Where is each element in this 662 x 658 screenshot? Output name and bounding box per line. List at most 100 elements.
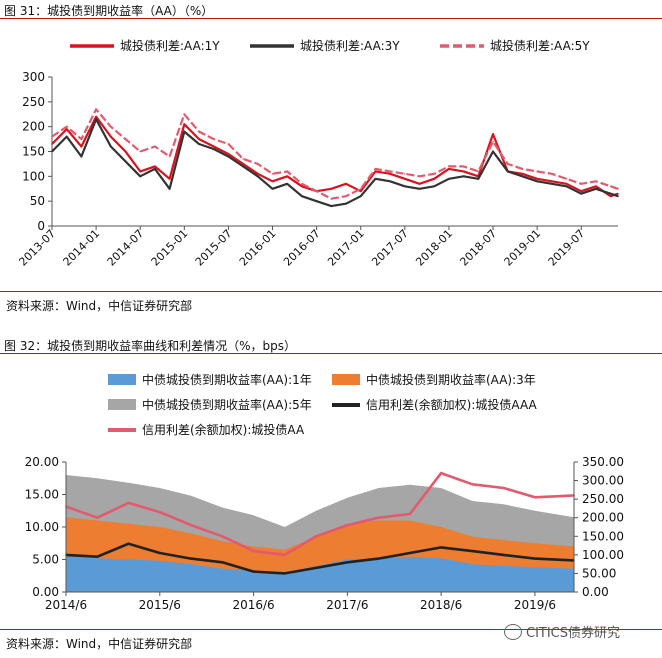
data-point-3 [617, 187, 619, 190]
legend-label-2: 城投债利差:AA:3Y [300, 38, 400, 53]
y-tick-label-right: 200.00 [582, 511, 624, 525]
data-point-3 [448, 165, 450, 168]
data-point-3 [374, 168, 377, 170]
data-point-3 [227, 143, 230, 145]
data-point-2 [301, 195, 303, 197]
data-point-1 [433, 178, 436, 180]
y-tick-label: 150 [22, 145, 45, 159]
data-point-2 [433, 185, 436, 188]
data-point-1 [409, 552, 411, 554]
y-tick-label: 200 [22, 120, 45, 134]
data-point-2 [565, 185, 568, 188]
x-tick-label: 2016/6 [232, 598, 274, 612]
data-point-2 [502, 487, 505, 489]
data-point-3 [168, 155, 171, 158]
data-point-3 [65, 125, 68, 128]
data-point-2 [374, 178, 377, 180]
data-point-1 [51, 143, 53, 145]
data-point-2 [377, 516, 380, 519]
data-point-3 [404, 173, 406, 175]
legend-label-2: 中债城投债到期收益率(AA):3年 [366, 372, 536, 387]
figure2-title: 图 32：城投债到期收益率曲线和利差情况（%，bps） [4, 339, 296, 353]
data-point-3 [110, 125, 112, 128]
y-tick-label-right: 50.00 [582, 566, 616, 580]
data-point-2 [477, 178, 480, 180]
data-point-2 [462, 175, 465, 178]
data-point-2 [154, 168, 156, 170]
data-point-1 [374, 170, 377, 173]
data-point-2 [448, 178, 450, 180]
data-point-2 [617, 195, 619, 197]
data-point-1 [284, 572, 286, 575]
data-point-1 [95, 115, 97, 118]
data-point-1 [609, 195, 612, 197]
y-tick-label-left: 10.00 [25, 520, 59, 534]
data-point-3 [242, 158, 244, 160]
x-tick-label: 2014-01 [61, 227, 103, 269]
y-tick-label-right: 0.00 [582, 585, 609, 599]
data-point-3 [198, 130, 200, 133]
figure1-title-rule [0, 18, 662, 19]
data-point-2 [168, 187, 171, 190]
data-point-2 [80, 155, 83, 158]
data-point-2 [183, 130, 186, 133]
data-point-1 [127, 542, 130, 545]
data-point-1 [257, 173, 259, 175]
wechat-icon [504, 624, 522, 640]
data-point-2 [51, 150, 53, 153]
data-point-2 [257, 175, 259, 178]
data-point-1 [252, 570, 255, 573]
series-line-2 [51, 118, 619, 208]
data-point-1 [521, 173, 524, 175]
data-point-1 [286, 175, 289, 178]
data-point-3 [536, 170, 538, 173]
data-point-3 [139, 150, 142, 153]
y-tick-label: 0 [37, 219, 45, 233]
data-point-3 [506, 163, 509, 165]
data-point-1 [492, 133, 494, 135]
data-point-2 [139, 175, 142, 178]
data-point-2 [127, 502, 130, 504]
series-line-1 [51, 115, 619, 198]
figure2-source: 资料来源：Wind，中信证券研究部 [6, 637, 193, 651]
data-point-2 [330, 205, 333, 207]
x-tick-label: 2017-01 [325, 227, 367, 269]
data-point-3 [315, 190, 318, 193]
data-point-1 [198, 138, 200, 140]
data-point-2 [284, 554, 286, 556]
figure1-title: 图 31：城投债到期收益率（AA）（%） [4, 4, 214, 18]
data-point-2 [212, 148, 215, 150]
data-point-2 [227, 155, 230, 158]
data-point-2 [471, 483, 474, 486]
data-point-1 [448, 168, 450, 170]
data-point-3 [330, 197, 333, 200]
x-tick-label: 2013-07 [16, 227, 58, 269]
data-point-3 [595, 180, 597, 183]
data-point-3 [580, 182, 583, 185]
legend-label-5: 信用利差(余额加权):城投债AA [142, 422, 305, 437]
data-point-1 [404, 178, 406, 180]
data-point-3 [565, 178, 568, 180]
data-point-3 [389, 170, 391, 173]
y-tick-label-left: 5.00 [32, 553, 59, 567]
x-tick-label: 2014/6 [45, 598, 87, 612]
figure2-area-chart: 中债城投债到期收益率(AA):1年 中债城投债到期收益率(AA):3年中债城投债到… [25, 372, 624, 612]
watermark-label: CITICS债券研究 [526, 626, 621, 641]
data-point-3 [154, 145, 156, 148]
x-tick-label: 2015-01 [149, 227, 191, 269]
data-point-3 [212, 138, 215, 140]
x-tick-label: 2016-01 [237, 227, 279, 269]
data-point-3 [359, 187, 362, 190]
data-point-1 [168, 178, 171, 180]
y-tick-label: 50 [30, 194, 45, 208]
x-tick-label: 2019-01 [502, 227, 544, 269]
data-point-2 [124, 160, 127, 163]
data-point-1 [551, 180, 553, 183]
legend-label-3: 城投债利差:AA:5Y [490, 38, 590, 53]
series-line-3 [51, 108, 619, 200]
data-point-2 [198, 143, 200, 145]
data-point-2 [315, 200, 318, 202]
x-tick-label: 2019/6 [514, 598, 556, 612]
legend-swatch-1 [108, 374, 136, 385]
data-point-2 [65, 135, 68, 138]
